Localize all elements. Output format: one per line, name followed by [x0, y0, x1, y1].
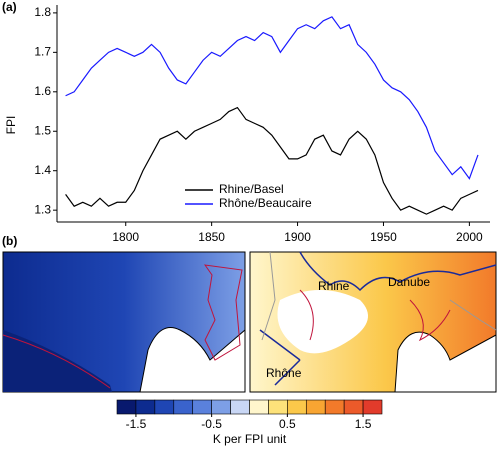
y-tick-label: 1.8 — [34, 5, 51, 19]
legend-label: Rhine/Basel — [219, 182, 284, 196]
colorbar-box — [324, 399, 345, 415]
colorbar-box — [154, 399, 175, 415]
x-tick-label: 0.5 — [279, 417, 296, 431]
colorbar-box — [116, 399, 137, 415]
colorbar-box — [249, 399, 269, 415]
x-axis-label: K per FPI unit — [213, 432, 287, 446]
x-tick-label: 2000 — [456, 230, 483, 244]
map-right: Rhine Danube Rhône — [249, 251, 497, 393]
legend-label: Rhône/Beaucaire — [219, 196, 312, 210]
y-tick-label: 1.7 — [34, 45, 51, 59]
colorbar-box — [268, 399, 288, 415]
x-tick-label: 1.5 — [355, 417, 372, 431]
x-tick-label: 1950 — [370, 230, 397, 244]
y-tick-label: 1.4 — [34, 163, 51, 177]
colorbar-box — [192, 399, 212, 415]
x-tick-label: -1.5 — [126, 417, 147, 431]
colorbar-box — [135, 399, 156, 415]
x-tick-label: 1850 — [198, 230, 225, 244]
x-tick-label: 1800 — [112, 230, 139, 244]
y-tick-label: 1.6 — [34, 84, 51, 98]
colorbar-box — [343, 399, 364, 415]
colorbar-box — [211, 399, 231, 415]
y-tick-label: 1.3 — [34, 202, 51, 216]
colorbar-box — [230, 399, 250, 415]
map-label: Danube — [388, 275, 430, 289]
panel-label: (a) — [2, 0, 17, 14]
line-series — [65, 106, 479, 215]
x-tick-label: -0.5 — [201, 417, 222, 431]
colorbar-box — [362, 399, 383, 415]
y-tick-label: 1.5 — [34, 123, 51, 137]
y-axis-label: FPI — [4, 116, 18, 135]
x-tick-label: 1900 — [284, 230, 311, 244]
colorbar-box — [173, 399, 194, 415]
panel-label: (b) — [2, 234, 17, 248]
map-label: Rhine — [318, 279, 350, 293]
map-left — [2, 251, 246, 393]
map-label: Rhône — [266, 366, 302, 380]
colorbar-box — [305, 399, 326, 415]
colorbar-box — [287, 399, 307, 415]
line-series — [65, 16, 479, 180]
